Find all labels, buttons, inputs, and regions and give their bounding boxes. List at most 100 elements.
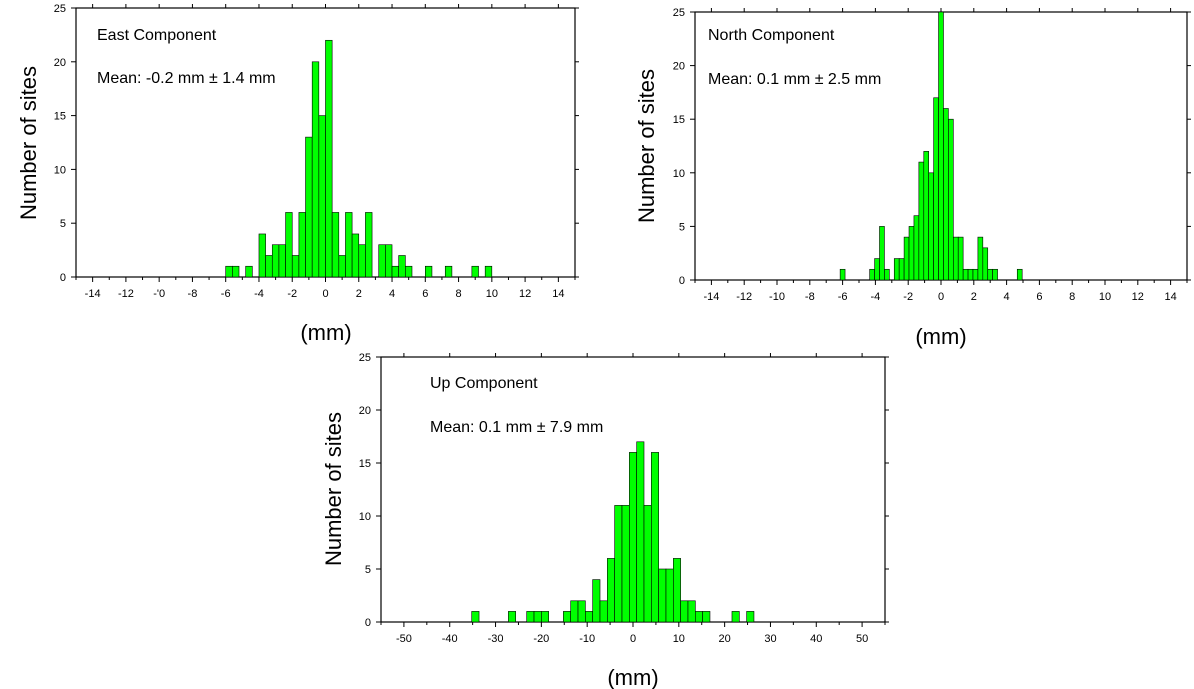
histogram-bar <box>271 244 280 278</box>
histogram-bar <box>658 568 667 623</box>
y-tick-label: 20 <box>673 61 685 73</box>
x-tick-label: -8 <box>188 288 198 300</box>
y-tick-label: 15 <box>359 458 371 470</box>
histogram-bar <box>665 568 674 623</box>
histogram-bar <box>869 268 875 281</box>
histogram-bar <box>643 505 652 623</box>
chart-title: North Component <box>708 27 835 44</box>
x-tick-label: 0 <box>938 291 944 303</box>
histogram-bar <box>592 579 601 623</box>
histogram-bar <box>621 505 630 623</box>
histogram-bar <box>928 172 934 281</box>
y-axis-label: Number of sites <box>634 69 659 223</box>
histogram-bar <box>358 244 366 278</box>
x-tick-label: 50 <box>856 633 868 645</box>
y-tick-label: 0 <box>679 275 685 287</box>
x-axis-label: (mm) <box>915 324 966 349</box>
chart-title: East Component <box>97 27 217 44</box>
east-component-panel: -14 -12 -'0 -8 -6 -4 -2 0 2 4 6 8 10 12 14 0510152025 … <box>16 3 579 345</box>
histogram-bar <box>903 236 910 281</box>
x-tick-label: 10 <box>486 288 498 300</box>
x-tick-label: 40 <box>810 633 822 645</box>
histogram-bar <box>225 265 233 278</box>
histogram-bar <box>913 215 920 281</box>
bars <box>471 441 755 623</box>
histogram-bar <box>385 244 393 278</box>
x-tick-label: -8 <box>805 291 815 303</box>
histogram-bar <box>526 611 535 623</box>
x-tick-label: 12 <box>1132 291 1144 303</box>
x-tick-label: 10 <box>673 633 685 645</box>
histogram-bar <box>962 268 969 281</box>
histogram-bar <box>405 265 413 278</box>
histogram-bar <box>967 268 974 281</box>
histogram-bar <box>987 268 993 281</box>
x-tick-label: -10 <box>769 291 785 303</box>
histogram-bar <box>918 161 925 281</box>
histogram-bar <box>345 212 353 278</box>
x-tick-label: 12 <box>519 288 531 300</box>
histogram-bar <box>245 265 253 278</box>
histogram-bar <box>673 558 681 623</box>
bars <box>839 11 1023 281</box>
x-tick-label: 6 <box>422 288 428 300</box>
x-tick-label: 6 <box>1036 291 1042 303</box>
bars <box>225 39 493 278</box>
histogram-bar <box>695 611 703 623</box>
x-axis: -50 -40 -30 -20 -10 0 10 20 30 40 50 <box>380 353 886 645</box>
x-tick-label: -20 <box>533 633 549 645</box>
y-tick-label: 25 <box>359 352 371 364</box>
x-axis: -14 -12 -10 -8 -6 -4 -2 0 2 4 6 8 10 12 14 <box>694 8 1188 303</box>
x-tick-label: -4 <box>254 288 264 300</box>
histogram-bar <box>398 255 406 278</box>
mean-annotation: Mean: 0.1 mm ± 2.5 mm <box>708 71 881 88</box>
y-tick-label: 10 <box>359 511 371 523</box>
histogram-bar <box>311 61 320 278</box>
x-tick-label: -14 <box>703 291 719 303</box>
histogram-bar <box>471 611 480 623</box>
y-axis: 0 5 10 15 20 25 <box>359 352 889 629</box>
histogram-bar <box>424 265 433 278</box>
x-tick-label: -40 <box>442 633 458 645</box>
histogram-bar <box>879 226 885 281</box>
y-axis: 0 5 10 15 20 25 <box>673 7 1191 287</box>
histogram-bar <box>258 233 266 278</box>
histogram-bar <box>651 452 659 623</box>
histogram-bar <box>291 255 300 278</box>
histogram-bar <box>731 611 740 623</box>
histogram-bar <box>599 600 608 623</box>
y-tick-label: 25 <box>54 3 66 15</box>
y-tick-label: 5 <box>365 564 371 576</box>
histogram-bar <box>923 151 930 281</box>
histogram-bar <box>607 558 615 623</box>
y-tick-label: 20 <box>54 57 66 69</box>
histogram-bar <box>972 268 979 281</box>
histogram-bar <box>541 611 549 623</box>
y-tick-label: 0 <box>365 617 371 629</box>
y-tick-label: 10 <box>673 168 685 180</box>
histogram-bar <box>391 265 399 278</box>
x-tick-label: -6 <box>838 291 848 303</box>
histogram-bar <box>943 108 949 281</box>
y-tick-label: 10 <box>54 164 66 176</box>
y-tick-label: 5 <box>60 218 66 230</box>
histogram-bar <box>378 244 386 278</box>
y-axis-label: Number of sites <box>16 66 41 220</box>
x-tick-label: 14 <box>552 288 564 300</box>
histogram-bar <box>680 600 689 623</box>
histogram-bar <box>265 255 273 278</box>
histogram-bar <box>338 255 346 278</box>
histogram-bar <box>585 611 593 623</box>
x-tick-label: 30 <box>764 633 776 645</box>
histogram-bar <box>298 212 306 278</box>
x-tick-label: -6 <box>221 288 231 300</box>
histogram-bar <box>702 611 711 623</box>
x-tick-label: -'0 <box>153 288 165 300</box>
histogram-bar <box>318 115 326 278</box>
x-tick-label: 8 <box>456 288 462 300</box>
histogram-bar <box>839 268 846 281</box>
histogram-bar <box>982 247 989 281</box>
x-tick-label: -30 <box>488 633 504 645</box>
histogram-bar <box>444 265 453 278</box>
